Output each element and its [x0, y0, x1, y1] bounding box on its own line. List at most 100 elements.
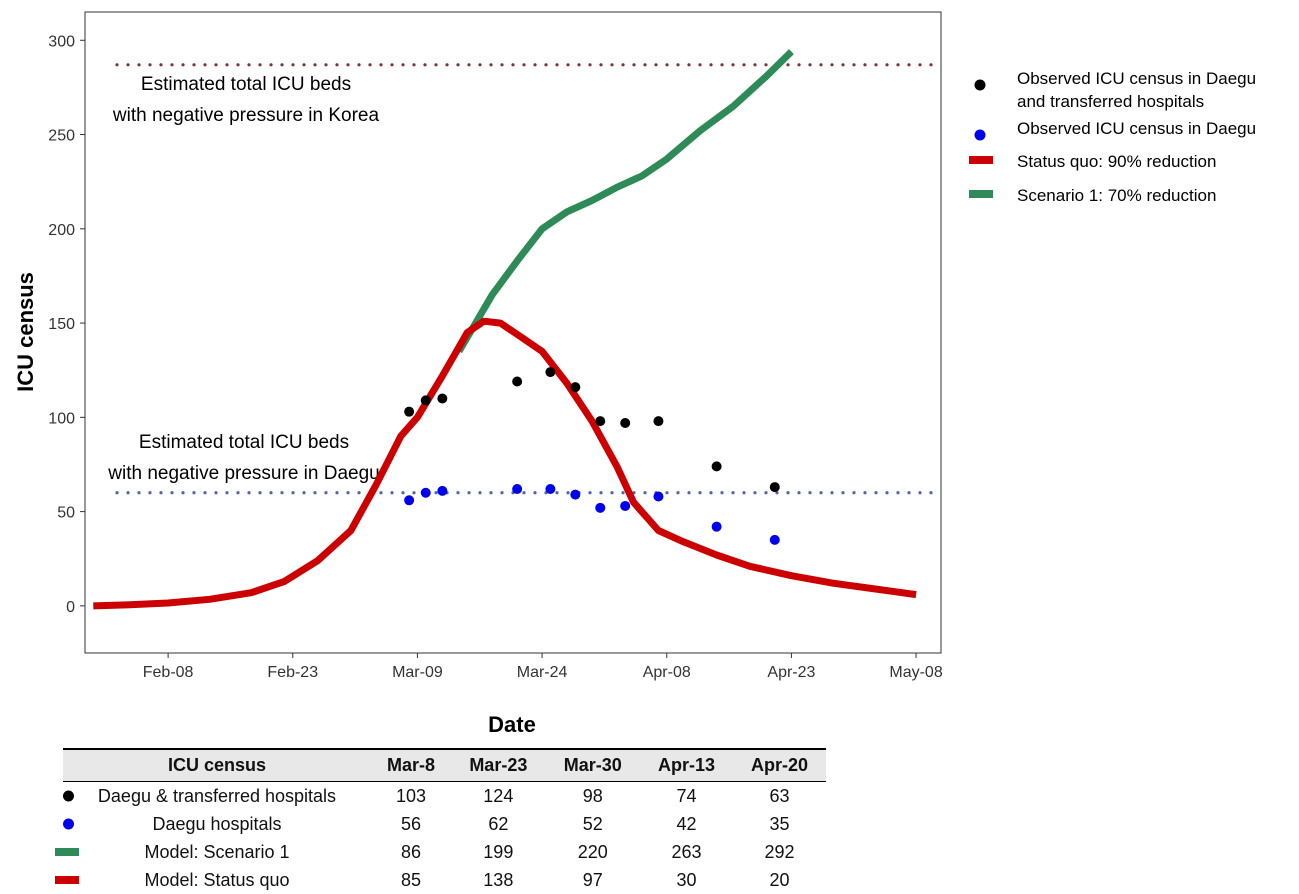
x-tick-label: May-08: [889, 664, 942, 681]
table-cell: 74: [676, 785, 697, 806]
legend-key: [974, 129, 986, 141]
table-cell: 20: [769, 869, 790, 890]
y-tick-label: 250: [48, 128, 75, 145]
x-tick-label: Apr-08: [643, 664, 691, 681]
legend-label: and transferred hospitals: [1017, 92, 1204, 111]
series-layer: [93, 49, 917, 610]
table-cell: 103: [396, 785, 427, 806]
reference-line-label: Estimated total ICU beds: [139, 432, 349, 453]
legend: Observed ICU census in Daegu and transfe…: [969, 69, 1256, 205]
y-tick-label: 150: [48, 316, 75, 333]
table-cell: 52: [582, 813, 603, 834]
reference-line-label: with negative pressure in Daegu: [107, 463, 379, 484]
red-bar-marker-icon: [55, 876, 79, 884]
table-cell: 138: [483, 869, 514, 890]
data-point: [437, 393, 448, 404]
legend-key: [974, 79, 986, 91]
reference-line-label: Estimated total ICU beds: [141, 74, 351, 95]
table-cell: 199: [483, 841, 514, 862]
table-cell: 98: [582, 785, 603, 806]
icu-census-chart: 0 50 100 150 200 250 300 Feb-08 Feb-23 Mar-09 Mar…: [13, 11, 1256, 737]
data-point: [512, 376, 523, 387]
data-point: [437, 485, 448, 496]
data-point: [404, 406, 415, 417]
table-row: Daegu & transferred hospitals 103 124 98…: [63, 782, 826, 811]
table-header-cell: Apr-13: [657, 755, 715, 775]
reference-lines: Estimated total ICU beds with negative pr…: [107, 63, 935, 495]
table-cell: 30: [676, 869, 697, 890]
x-tick-label: Feb-23: [267, 664, 318, 681]
y-tick-label: 100: [48, 410, 75, 427]
blue-dot-marker-icon: [63, 818, 74, 830]
table-header-cell: Mar-8: [387, 755, 436, 775]
legend-label: Observed ICU census in Daegu: [1017, 69, 1256, 88]
table-row: Daegu hospitals 56 62 52 42 35: [63, 810, 826, 838]
legend-label: Observed ICU census in Daegu: [1017, 119, 1256, 138]
x-axis: Feb-08 Feb-23 Mar-09 Mar-24 Apr-08 Apr-23 May-…: [143, 653, 943, 681]
table-row: Model: Status quo 85 138 97 30 20: [55, 866, 826, 894]
row-label: Daegu & transferred hospitals: [97, 785, 337, 806]
table-row: Model: Scenario 1 86 199 220 263 292: [55, 838, 826, 866]
legend-key: [969, 156, 993, 164]
data-point: [620, 500, 631, 511]
table-cell: 97: [582, 869, 603, 890]
x-tick-label: Mar-09: [392, 664, 443, 681]
row-label: Model: Status quo: [144, 869, 290, 890]
table-cell: 42: [676, 813, 697, 834]
table-cell: 124: [483, 785, 514, 806]
y-tick-label: 50: [57, 505, 75, 522]
data-point: [570, 489, 581, 500]
table-cell: 220: [577, 841, 608, 862]
y-tick-label: 200: [48, 222, 75, 239]
table-header-cell: Apr-20: [750, 755, 808, 775]
table-cell: 292: [764, 841, 795, 862]
reference-line-label: with negative pressure in Korea: [112, 105, 380, 126]
table-header-label: ICU census: [167, 755, 267, 775]
row-label-cell: Model: Status quo: [55, 866, 371, 894]
data-point: [420, 487, 431, 498]
x-tick-label: Mar-24: [517, 664, 568, 681]
table-cell: 56: [401, 813, 422, 834]
data-point: [711, 461, 722, 472]
table-cell: 263: [671, 841, 702, 862]
y-axis-title: ICU census: [13, 272, 38, 392]
data-point: [595, 502, 606, 513]
data-point: [769, 482, 780, 493]
data-point: [595, 416, 606, 427]
table-cell: 62: [488, 813, 509, 834]
row-label-cell: Daegu & transferred hospitals: [63, 782, 371, 811]
x-axis-title: Date: [488, 712, 536, 737]
table-header-cell: Mar-30: [563, 755, 622, 775]
icu-census-summary-table: ICU census Mar-8 Mar-23 Mar-30 Apr-13 Ap…: [55, 748, 826, 894]
legend-label: Scenario 1: 70% reduction: [1017, 186, 1216, 205]
x-tick-label: Feb-08: [143, 664, 194, 681]
y-tick-label: 0: [66, 599, 75, 616]
data-point: [420, 395, 431, 406]
data-point: [512, 483, 523, 494]
data-point: [620, 417, 631, 428]
data-point: [653, 491, 664, 502]
y-tick-label: 300: [48, 33, 75, 50]
legend-key: [969, 190, 993, 198]
data-point: [769, 534, 780, 545]
table-cell: 35: [769, 813, 790, 834]
table-header-row: ICU census Mar-8 Mar-23 Mar-30 Apr-13 Ap…: [63, 749, 826, 782]
green-bar-marker-icon: [55, 848, 79, 856]
data-point: [545, 367, 556, 378]
table-cell: 86: [401, 841, 422, 862]
y-axis: 0 50 100 150 200 250 300: [48, 33, 85, 616]
series-line: [93, 317, 917, 610]
legend-label: Status quo: 90% reduction: [1017, 152, 1216, 171]
row-label: Model: Scenario 1: [144, 841, 290, 862]
series-line: [455, 49, 794, 354]
row-label-cell: Model: Scenario 1: [55, 838, 371, 866]
table-header-cell: Mar-23: [469, 755, 528, 775]
table-cell: 85: [401, 869, 422, 890]
data-point: [404, 495, 415, 506]
data-point: [711, 521, 722, 532]
data-point: [653, 416, 664, 427]
table-cell: 63: [769, 785, 790, 806]
data-point: [545, 483, 556, 494]
black-dot-marker-icon: [63, 790, 74, 802]
row-label-cell: Daegu hospitals: [63, 810, 371, 838]
